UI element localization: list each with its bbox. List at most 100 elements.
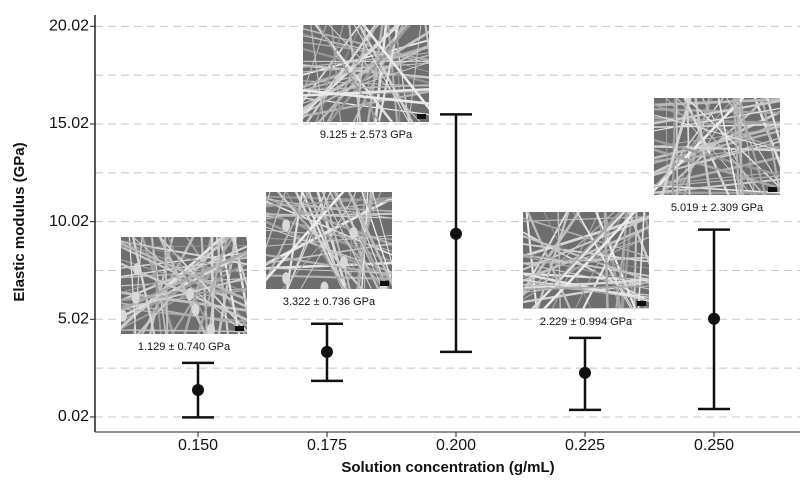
point — [579, 366, 591, 379]
fibers — [266, 192, 392, 289]
fiber — [523, 216, 649, 222]
fiber — [523, 237, 649, 278]
fiber — [219, 237, 241, 334]
fiber — [671, 98, 677, 195]
fiber — [675, 98, 713, 195]
fiber — [603, 212, 609, 309]
fiber — [316, 25, 381, 122]
fiber — [674, 98, 738, 195]
sem-images: 1.129 ± 0.740 GPa 3.322 ± 0.736 GPa 9.125 … — [121, 25, 780, 353]
fiber — [523, 280, 649, 301]
point — [708, 312, 720, 325]
x-tick-label: 0.250 — [694, 437, 734, 454]
fiber — [595, 212, 637, 309]
fiber — [316, 25, 344, 122]
fiber — [654, 145, 780, 152]
fiber — [732, 98, 741, 195]
fiber — [230, 237, 247, 289]
fiber — [603, 212, 622, 309]
fiber — [408, 25, 422, 122]
fiber — [331, 25, 342, 122]
y-tick-label: 10.02 — [49, 213, 89, 230]
fiber — [303, 25, 361, 103]
fiber — [523, 216, 649, 271]
fiber — [356, 192, 375, 289]
x-axis-title: Solution concentration (g/mL) — [341, 459, 554, 476]
sem-image — [654, 98, 780, 195]
fiber — [266, 199, 392, 220]
point — [450, 227, 462, 240]
bead — [133, 263, 142, 276]
fiber — [347, 192, 392, 287]
fiber — [637, 212, 645, 309]
fiber — [736, 98, 767, 195]
fiber — [543, 212, 592, 309]
fiber — [266, 192, 287, 249]
fiber — [303, 90, 429, 118]
fiber — [627, 212, 649, 265]
annotation: 3.322 ± 0.736 GPa — [283, 296, 376, 308]
fiber — [654, 145, 780, 162]
y-tick-label: 0.02 — [58, 408, 89, 425]
bead — [186, 288, 195, 301]
fiber — [356, 25, 366, 122]
fiber — [336, 192, 384, 289]
fiber — [266, 274, 392, 281]
fiber — [654, 107, 780, 132]
fiber — [654, 175, 780, 188]
fiber — [164, 237, 169, 334]
x-tick-label: 0.150 — [178, 437, 218, 454]
fibers — [121, 237, 247, 334]
fiber — [167, 237, 213, 334]
fiber — [523, 285, 649, 291]
fiber — [266, 192, 271, 209]
y-tick-label: 20.02 — [49, 18, 89, 35]
fiber — [303, 84, 429, 91]
x-tick-label: 0.200 — [436, 437, 476, 454]
bead — [131, 291, 140, 304]
fiber — [121, 255, 247, 294]
bead — [121, 309, 128, 322]
fiber — [303, 25, 401, 116]
fiber — [523, 307, 649, 309]
fiber — [303, 61, 429, 104]
bead — [282, 219, 291, 232]
fiber — [523, 217, 649, 258]
bead — [320, 281, 329, 289]
annotation: 5.019 ± 2.309 GPa — [671, 202, 764, 214]
fiber — [654, 99, 780, 125]
fiber — [557, 212, 561, 309]
y-tick-label: 5.02 — [58, 311, 89, 328]
fiber — [322, 192, 351, 289]
point — [192, 384, 204, 397]
fiber — [303, 41, 429, 60]
fiber — [654, 114, 780, 152]
annotation: 1.129 ± 0.740 GPa — [138, 341, 231, 353]
fiber — [133, 237, 143, 334]
fiber — [660, 98, 692, 195]
scale-bar — [637, 301, 646, 306]
fiber — [654, 148, 780, 190]
fiber — [694, 98, 712, 195]
fiber — [285, 192, 345, 289]
fiber — [654, 98, 780, 107]
fiber — [321, 192, 373, 289]
y-axis-title: Elastic modulus (GPa) — [11, 142, 28, 301]
fiber — [523, 284, 649, 296]
fiber — [266, 235, 392, 247]
fiber — [353, 25, 410, 122]
fiber — [523, 215, 649, 258]
x-tick-label: 0.175 — [307, 437, 347, 454]
fiber — [766, 98, 780, 146]
fiber — [654, 138, 780, 177]
data-marks — [182, 113, 730, 419]
fiber — [131, 237, 156, 334]
fiber — [542, 212, 637, 309]
fiber — [581, 212, 634, 309]
fiber — [303, 88, 429, 97]
sem-image — [121, 237, 247, 334]
fibers — [303, 25, 429, 122]
sem-image — [303, 25, 429, 122]
fiber — [328, 25, 421, 122]
fiber — [158, 237, 247, 333]
